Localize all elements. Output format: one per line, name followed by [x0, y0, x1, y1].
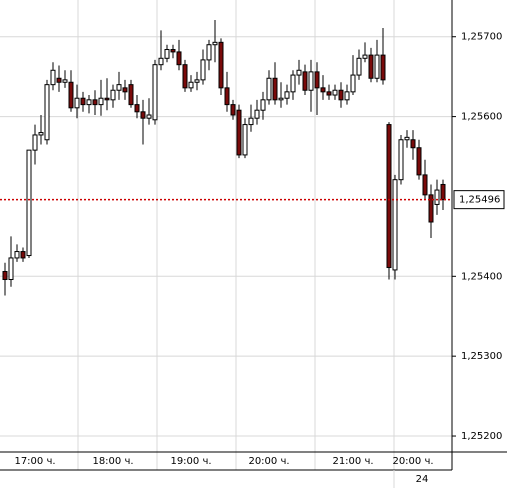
- candle-body: [110, 89, 116, 101]
- candle-body: [392, 179, 398, 271]
- candle-body: [50, 69, 56, 86]
- candle-body: [86, 99, 92, 106]
- candle-body: [320, 87, 326, 93]
- candle-body: [20, 251, 26, 259]
- candle-body: [428, 194, 434, 223]
- x-tick-label: 17:00 ч.: [14, 456, 55, 467]
- y-tick-label: 1,25300: [461, 351, 502, 362]
- candle-body: [416, 147, 422, 176]
- candle-body: [218, 41, 224, 89]
- candle-body: [266, 77, 272, 101]
- candle-body: [242, 124, 248, 156]
- candle-body: [32, 134, 38, 151]
- candle-body: [380, 54, 386, 81]
- day-label: 24: [416, 474, 429, 485]
- candle-body: [38, 132, 44, 136]
- x-tick-label: 18:00 ч.: [92, 456, 133, 467]
- candle-body: [140, 111, 146, 119]
- x-tick-label: 20:00 ч.: [248, 456, 289, 467]
- candle-body: [362, 54, 368, 59]
- y-tick-label: 1,25200: [461, 431, 502, 442]
- candle-body: [212, 41, 218, 46]
- candle-body: [74, 97, 80, 109]
- candle-body: [134, 104, 140, 113]
- candle-body: [236, 109, 242, 156]
- candle-body: [68, 81, 74, 109]
- candle-body: [158, 57, 164, 66]
- candle-body: [230, 104, 236, 116]
- candle-body: [314, 71, 320, 89]
- candle-body: [350, 74, 356, 93]
- current-price-box: [453, 190, 505, 210]
- candle-body: [434, 189, 440, 205]
- candle-body: [338, 89, 344, 101]
- candle-body: [200, 59, 206, 81]
- candle-body: [26, 149, 32, 257]
- candle-body: [170, 49, 176, 53]
- candle-body: [260, 99, 266, 111]
- candle-body: [410, 139, 416, 149]
- candle-body: [104, 97, 110, 101]
- candle-body: [56, 77, 62, 83]
- candle-body: [176, 51, 182, 66]
- candle-body: [80, 97, 86, 106]
- candle-body: [344, 91, 350, 101]
- candle-body: [152, 64, 158, 121]
- candle-body: [14, 251, 20, 259]
- candle-body: [188, 81, 194, 89]
- candle-body: [62, 79, 68, 83]
- candle-body: [440, 183, 446, 201]
- x-tick-label: 19:00 ч.: [170, 456, 211, 467]
- candle-body: [2, 271, 8, 281]
- candle-body: [422, 174, 428, 196]
- candle-body: [290, 74, 296, 93]
- y-tick-label: 1,25600: [461, 112, 502, 123]
- candle-body: [146, 114, 152, 119]
- candle-body: [368, 54, 374, 79]
- x-tick-label: 21:00 ч.: [332, 456, 373, 467]
- candle-body: [164, 49, 170, 59]
- y-tick-label: 1,25400: [461, 271, 502, 282]
- x-tick-label: 20:00 ч.: [392, 456, 433, 467]
- candle-body: [128, 84, 134, 106]
- candle-body: [374, 54, 380, 79]
- candle-body: [254, 109, 260, 119]
- y-tick-label: 1,25700: [461, 32, 502, 43]
- candle-body: [194, 79, 200, 83]
- candle-body: [92, 99, 98, 106]
- candle-body: [122, 87, 128, 93]
- candle-body: [302, 71, 308, 91]
- candle-body: [284, 91, 290, 99]
- candle-body: [272, 77, 278, 101]
- candle-body: [116, 84, 122, 91]
- candle-body: [248, 117, 254, 126]
- candle-body: [278, 97, 284, 101]
- candle-body: [386, 124, 392, 269]
- candle-body: [398, 139, 404, 181]
- candle-body: [332, 89, 338, 96]
- candle-body: [356, 57, 362, 76]
- candle-body: [44, 84, 50, 141]
- candle-body: [206, 44, 212, 61]
- candle-body: [308, 71, 314, 91]
- candle-body: [98, 97, 104, 106]
- candle-body: [326, 91, 332, 96]
- candle-body: [182, 64, 188, 89]
- candle-body: [224, 87, 230, 106]
- candle-body: [296, 69, 302, 76]
- candle-body: [404, 136, 410, 141]
- candle-body: [8, 257, 14, 281]
- current-price-label: 1,25496: [459, 195, 500, 206]
